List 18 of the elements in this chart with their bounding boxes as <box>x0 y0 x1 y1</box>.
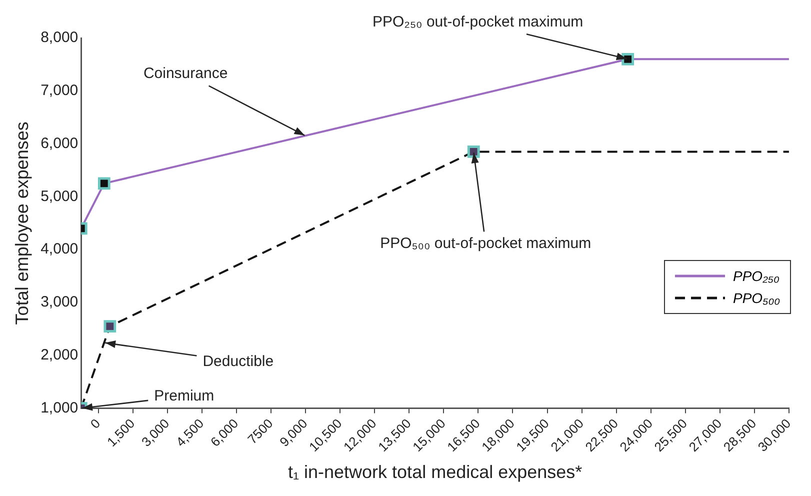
annotation: Coinsurance <box>143 64 228 82</box>
annotation: PPO₅₀₀ out-of-pocket maximum <box>380 234 592 252</box>
y-axis-title: Total employee expenses <box>12 122 32 325</box>
legend-label: PPO₂₅₀ <box>733 268 780 284</box>
y-tick-label: 3,000 <box>40 294 78 311</box>
legend-label: PPO₅₀₀ <box>733 290 780 306</box>
y-tick-label: 7,000 <box>40 82 78 100</box>
y-tick-label: 5,000 <box>40 188 78 205</box>
y-tick-label: 6,000 <box>40 134 78 152</box>
y-tick-label: 8,000 <box>40 29 78 46</box>
y-tick-label: 2,000 <box>40 346 78 364</box>
annotation: Deductible <box>202 352 274 370</box>
y-tick-label: 1,000 <box>40 399 78 416</box>
annotation: PPO₂₅₀ out-of-pocket maximum <box>372 13 584 30</box>
x-tick-label: 0 <box>87 416 104 432</box>
y-tick-label: 4,000 <box>40 240 78 258</box>
annotation: Premium <box>154 387 214 404</box>
x-axis-title: t₁ in-network total medical expenses* <box>288 462 582 482</box>
